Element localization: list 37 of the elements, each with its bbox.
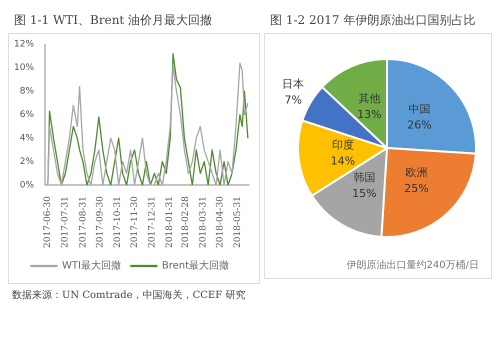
x-tick-label: 2018-05-31 xyxy=(233,196,244,248)
chart-title: 图 1-2 2017 年伊朗原油出口国别占比 xyxy=(270,12,476,29)
slice-label: 欧洲 xyxy=(405,166,428,180)
y-tick-label: 6% xyxy=(20,110,34,120)
y-tick-label: 12% xyxy=(14,40,34,50)
text: 伊朗原油出口量约240万桶/日 xyxy=(346,258,480,273)
legend-label: Brent最大回撤 xyxy=(162,260,230,272)
x-tick-label: 2017-11-30 xyxy=(130,196,140,248)
chart-title: 图 1-1 WTI、Brent 油价月最大回撤 xyxy=(14,12,214,29)
x-tick-label: 2017-12-31 xyxy=(147,196,158,248)
data-label: 25% xyxy=(404,182,429,196)
slice-label: 日本 xyxy=(282,77,304,90)
y-tick-label: 8% xyxy=(20,86,34,97)
x-tick-label: 2018-01-31 xyxy=(165,196,176,248)
data-label: 7% xyxy=(284,93,302,106)
data-label: 26% xyxy=(407,118,432,132)
y-tick-label: 2% xyxy=(20,157,34,167)
legend-label: WTI最大回撤 xyxy=(62,260,121,272)
x-tick-label: 2018-04-30 xyxy=(215,196,226,248)
x-tick-label: 2018-02-28 xyxy=(180,196,191,248)
x-tick-label: 2017-08-31 xyxy=(78,196,88,248)
data-label: 14% xyxy=(330,154,356,168)
slice-label: 韩国 xyxy=(353,171,376,184)
x-tick-label: 2017-10-31 xyxy=(112,196,123,248)
y-tick-label: 10% xyxy=(14,63,34,74)
data-label: 15% xyxy=(352,187,377,200)
y-tick-label: 4% xyxy=(20,134,34,144)
source-note: 数据来源：UN Comtrade，中国海关，CCEF 研究 xyxy=(12,288,246,302)
data-label: 13% xyxy=(357,108,382,122)
slice-label: 其他 xyxy=(358,92,380,106)
slice-label: 中国 xyxy=(408,102,430,116)
x-tick-label: 2017-09-30 xyxy=(95,196,106,248)
x-tick-label: 2017-06-30 xyxy=(43,196,54,248)
x-tick-label: 2018-03-31 xyxy=(198,196,208,248)
y-tick-label: 0% xyxy=(20,180,34,190)
x-tick-label: 2017-07-31 xyxy=(60,196,71,248)
slice-label: 印度 xyxy=(332,138,354,152)
